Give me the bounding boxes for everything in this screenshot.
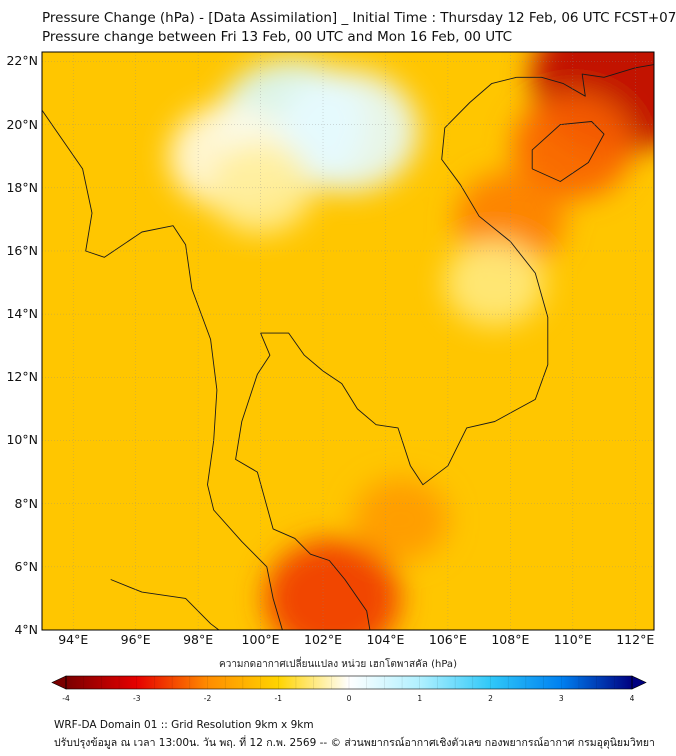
lat-label-20: 20°N (6, 116, 38, 132)
colorbar-tick-neg4: -4 (62, 694, 70, 703)
lon-label-108: 108°E (491, 632, 530, 647)
anomaly-3 (264, 539, 400, 630)
anomaly-6 (277, 69, 419, 192)
colorbar-gradient (66, 676, 632, 689)
lon-label-96: 96°E (120, 632, 151, 647)
lon-label-100: 100°E (241, 632, 280, 647)
field-anomalies (169, 52, 654, 630)
coast-1 (235, 332, 371, 630)
footer-model-info: WRF-DA Domain 01 :: Grid Resolution 9km … (54, 719, 314, 731)
coast-3 (516, 64, 654, 97)
lon-label-104: 104°E (366, 632, 405, 647)
colorbar-tick-pos3: 3 (558, 694, 564, 703)
grid (42, 52, 654, 631)
anomaly-1 (512, 94, 633, 199)
footer-credit: ปรับปรุงข้อมูล ณ เวลา 13:00น. วัน พฤ. ที… (54, 737, 655, 749)
lon-label-106: 106°E (428, 632, 467, 647)
colorbar-tick-neg2: -2 (203, 694, 212, 703)
lat-label-12: 12°N (6, 369, 38, 385)
lat-label-18: 18°N (6, 179, 38, 195)
anomaly-9 (444, 239, 545, 326)
colorbar-tick-neg1: -1 (274, 694, 282, 703)
lat-label-16: 16°N (6, 242, 38, 258)
coast-6 (110, 579, 220, 630)
lat-label-10: 10°N (6, 432, 38, 448)
lon-label-110: 110°E (553, 632, 592, 647)
map-frame (41, 51, 655, 631)
lon-label-98: 98°E (183, 632, 214, 647)
colorbar-tick-pos2: 2 (488, 694, 493, 703)
anomaly-4 (353, 478, 449, 561)
colorbar-tick-pos4: 4 (629, 694, 635, 703)
lat-label-22: 22°N (6, 53, 38, 69)
lat-label-4: 4°N (14, 622, 38, 637)
colorbar-label: ความกดอากาศเปลี่ยนแปลง หน่วย เฮกโตพาสคัล… (219, 659, 457, 670)
coast-2 (260, 76, 549, 486)
colorbar-tick-neg3: -3 (133, 694, 141, 703)
map-title: Pressure Change (hPa) - [Data Assimilati… (42, 10, 676, 26)
lon-label-94: 94°E (58, 632, 89, 647)
colorbar-frame (65, 675, 633, 690)
map-subtitle: Pressure change between Fri 13 Feb, 00 U… (42, 29, 513, 45)
colorbar-tick-pos1: 1 (417, 694, 423, 703)
colorbar-min-extend (51, 675, 67, 690)
lon-label-112: 112°E (616, 632, 655, 647)
lon-label-102: 102°E (304, 632, 343, 647)
lat-label-14: 14°N (6, 306, 38, 322)
coast-0 (42, 109, 283, 630)
lat-label-6: 6°N (14, 558, 38, 574)
colorbar-tick-0: 0 (346, 694, 352, 703)
lat-label-8: 8°N (14, 495, 38, 511)
coastlines (42, 64, 654, 630)
colorbar-max-extend (631, 675, 647, 690)
coast-4 (531, 121, 605, 182)
